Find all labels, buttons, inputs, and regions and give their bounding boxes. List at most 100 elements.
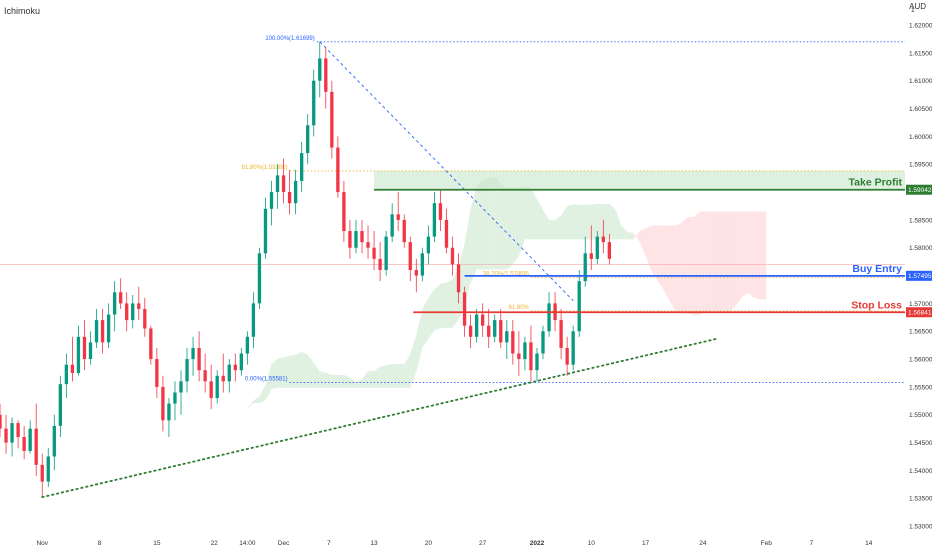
- candle-down: [34, 403, 38, 476]
- candle-down: [155, 347, 159, 399]
- cloud-segment: [567, 204, 574, 240]
- price-tick-label: 1.53000: [909, 524, 932, 531]
- candle-down: [444, 208, 449, 254]
- candle-down: [499, 308, 503, 348]
- candle-body: [330, 91, 334, 148]
- time-tick-label: 7: [810, 540, 814, 547]
- candle-down: [197, 331, 201, 382]
- candle-down: [450, 236, 455, 276]
- cloud-segment: [331, 374, 338, 388]
- candle-body: [88, 342, 93, 360]
- fib-level-label: 61.80%(1.59380): [242, 165, 288, 171]
- cloud-segment: [633, 231, 640, 242]
- candle-body: [16, 423, 20, 438]
- take-profit-price-tag[interactable]: 1.59042: [906, 184, 932, 195]
- cloud-segment: [524, 186, 531, 240]
- cloud-segment: [675, 222, 682, 312]
- candle-body: [251, 303, 256, 337]
- cloud-segment: [512, 187, 519, 265]
- candle-body: [414, 270, 418, 276]
- candle-body: [257, 253, 262, 304]
- cloud-segment: [187, 431, 194, 440]
- cloud-segment: [211, 436, 218, 451]
- candle-down: [366, 225, 370, 259]
- candle-body: [209, 381, 213, 399]
- candle-down: [601, 219, 605, 254]
- cloud-segment: [615, 209, 622, 240]
- price-tick-label: 1.60500: [909, 106, 932, 113]
- candle-body: [529, 342, 533, 371]
- cloud-segment: [681, 217, 688, 314]
- cloud-segment: [156, 420, 163, 429]
- price-axis[interactable]: 1.53000 1.53500 1.54000 1.54500 1.55000 1.555…: [906, 7, 932, 531]
- cloud-segment: [446, 279, 453, 328]
- candle-down: [565, 336, 569, 376]
- cloud-segment: [530, 187, 537, 240]
- indicator-label: Ichimoku: [4, 6, 41, 16]
- cloud-segment: [742, 211, 749, 298]
- candle-body: [354, 231, 358, 248]
- candle-body: [197, 347, 201, 371]
- cloud-segment: [748, 211, 755, 298]
- price-tick-label: 1.55000: [909, 412, 932, 419]
- candle-up: [354, 219, 358, 254]
- price-tick-label: 1: [911, 7, 915, 14]
- candle-body: [547, 303, 551, 332]
- candle-down: [438, 189, 443, 232]
- cloud-segment: [295, 351, 302, 388]
- candle-down: [414, 258, 418, 293]
- cloud-segment: [374, 366, 381, 388]
- candle-body: [487, 325, 491, 337]
- candle-up: [432, 192, 437, 243]
- candle-body: [420, 253, 424, 276]
- price-tick-label: 1.61000: [909, 78, 932, 85]
- candle-body: [300, 153, 304, 181]
- price-tick-label: 1.55500: [909, 384, 932, 391]
- ichimoku-cloud: [156, 176, 767, 451]
- candle-body: [438, 203, 443, 220]
- cloud-segment: [657, 225, 664, 291]
- candle-body: [348, 231, 352, 248]
- time-axis[interactable]: Nov 8 15 22 14:00 Dec 7 13 20 27 2022 10 17 24 Feb 7 14: [36, 540, 872, 547]
- candle-up: [535, 347, 539, 382]
- cloud-segment: [362, 370, 369, 388]
- candle-body: [28, 428, 32, 451]
- candle-body: [58, 384, 62, 426]
- cloud-segment: [573, 204, 580, 240]
- candle-body: [432, 203, 437, 237]
- buy-entry-price-tag[interactable]: 1.57495: [906, 270, 932, 281]
- cloud-segment: [174, 430, 181, 432]
- cloud-segment: [536, 199, 543, 240]
- candle-body: [4, 428, 8, 443]
- cloud-segment: [627, 231, 634, 240]
- price-tick-label: 1.56000: [909, 357, 932, 364]
- candle-down: [336, 136, 340, 198]
- price-tick-label: 1.54500: [909, 440, 932, 447]
- candle-body: [601, 236, 605, 243]
- time-tick-label: Nov: [36, 540, 48, 547]
- cloud-segment: [313, 362, 320, 388]
- candle-up: [52, 414, 56, 471]
- cloud-segment: [705, 211, 712, 312]
- currency-label: AUD: [909, 2, 926, 11]
- candle-up: [306, 114, 310, 165]
- candle-body: [76, 336, 81, 373]
- time-tick-label: 7: [327, 540, 331, 547]
- candle-up: [312, 69, 316, 137]
- fib-level-label: 61.80%: [509, 305, 530, 311]
- cloud-segment: [585, 204, 592, 240]
- cloud-segment: [760, 211, 767, 300]
- candle-body: [312, 80, 316, 126]
- candle-body: [287, 192, 292, 204]
- stop-loss-label: Stop Loss: [851, 299, 902, 311]
- stop-loss-price-tag[interactable]: 1.56841: [906, 307, 932, 318]
- price-tag-text: 1.57495: [908, 273, 932, 280]
- cloud-segment: [651, 225, 658, 281]
- candle-body: [131, 303, 135, 321]
- candle-up: [547, 292, 551, 337]
- candle-down: [342, 180, 346, 243]
- candle-body: [52, 425, 56, 457]
- candle-body: [239, 353, 243, 371]
- cloud-segment: [549, 219, 556, 240]
